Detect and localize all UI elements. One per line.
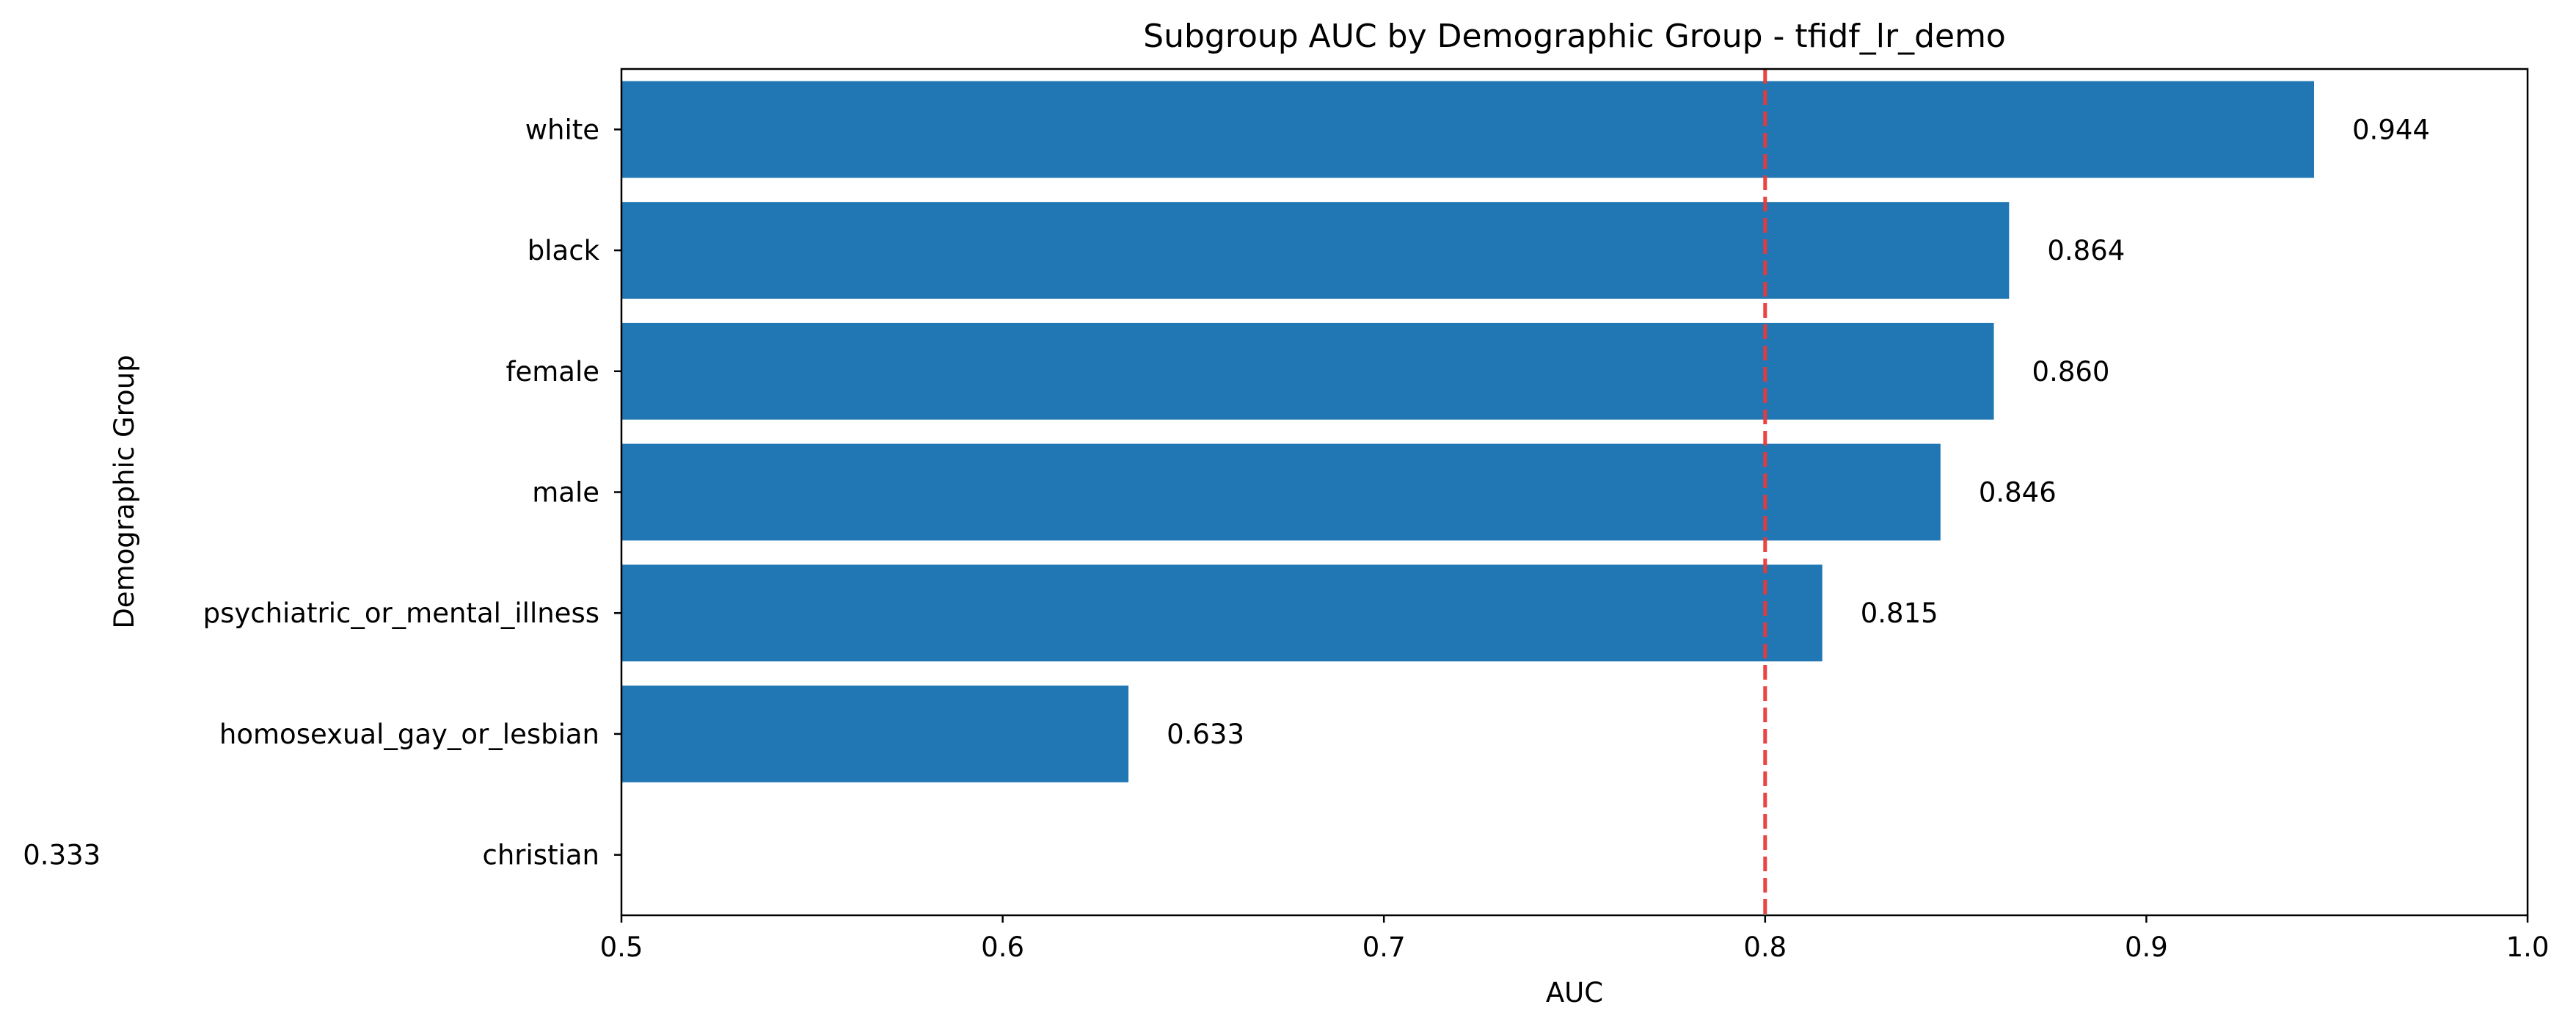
y-tick-label: homosexual_gay_or_lesbian (219, 719, 599, 750)
x-axis-ticks: 0.5 0.6 0.7 0.8 0.9 1.0 (600, 915, 2550, 963)
y-tick-label: christian (483, 840, 599, 871)
x-tick-label: 0.8 (1743, 931, 1787, 963)
y-axis-ticks: white black female male psychiatric_or_menta… (203, 114, 621, 871)
y-tick-label: psychiatric_or_mental_illness (203, 597, 599, 629)
x-tick-label: 0.6 (981, 931, 1024, 963)
data-label: 0.333 (23, 840, 101, 871)
chart-title: Subgroup AUC by Demographic Group - tfid… (1143, 18, 2006, 55)
bar (621, 564, 1822, 662)
x-tick-label: 0.9 (2125, 931, 2168, 963)
data-label: 0.815 (1861, 597, 1938, 629)
y-axis-label: Demographic Group (109, 355, 140, 628)
bar (621, 686, 1129, 782)
data-label: 0.633 (1167, 719, 1244, 750)
bar (621, 81, 2315, 178)
bar (621, 202, 2010, 299)
data-label: 0.864 (2047, 235, 2125, 266)
x-axis-label: AUC (1546, 977, 1603, 1009)
data-label: 0.860 (2032, 356, 2110, 388)
plot-frame (620, 68, 2529, 917)
bar (621, 443, 1941, 541)
y-tick-label: white (525, 114, 599, 145)
data-label: 0.944 (2352, 114, 2430, 145)
x-tick-label: 1.0 (2506, 931, 2550, 963)
data-label: 0.846 (1979, 477, 2057, 509)
data-labels-layer: 0.944 0.864 0.860 0.846 0.815 0.633 0.333 (23, 114, 2430, 871)
x-tick-label: 0.7 (1362, 931, 1406, 963)
bar (621, 322, 1994, 420)
y-tick-label: male (532, 477, 599, 509)
y-tick-label: black (528, 235, 600, 266)
y-tick-label: female (506, 356, 599, 388)
x-tick-label: 0.5 (600, 931, 643, 963)
